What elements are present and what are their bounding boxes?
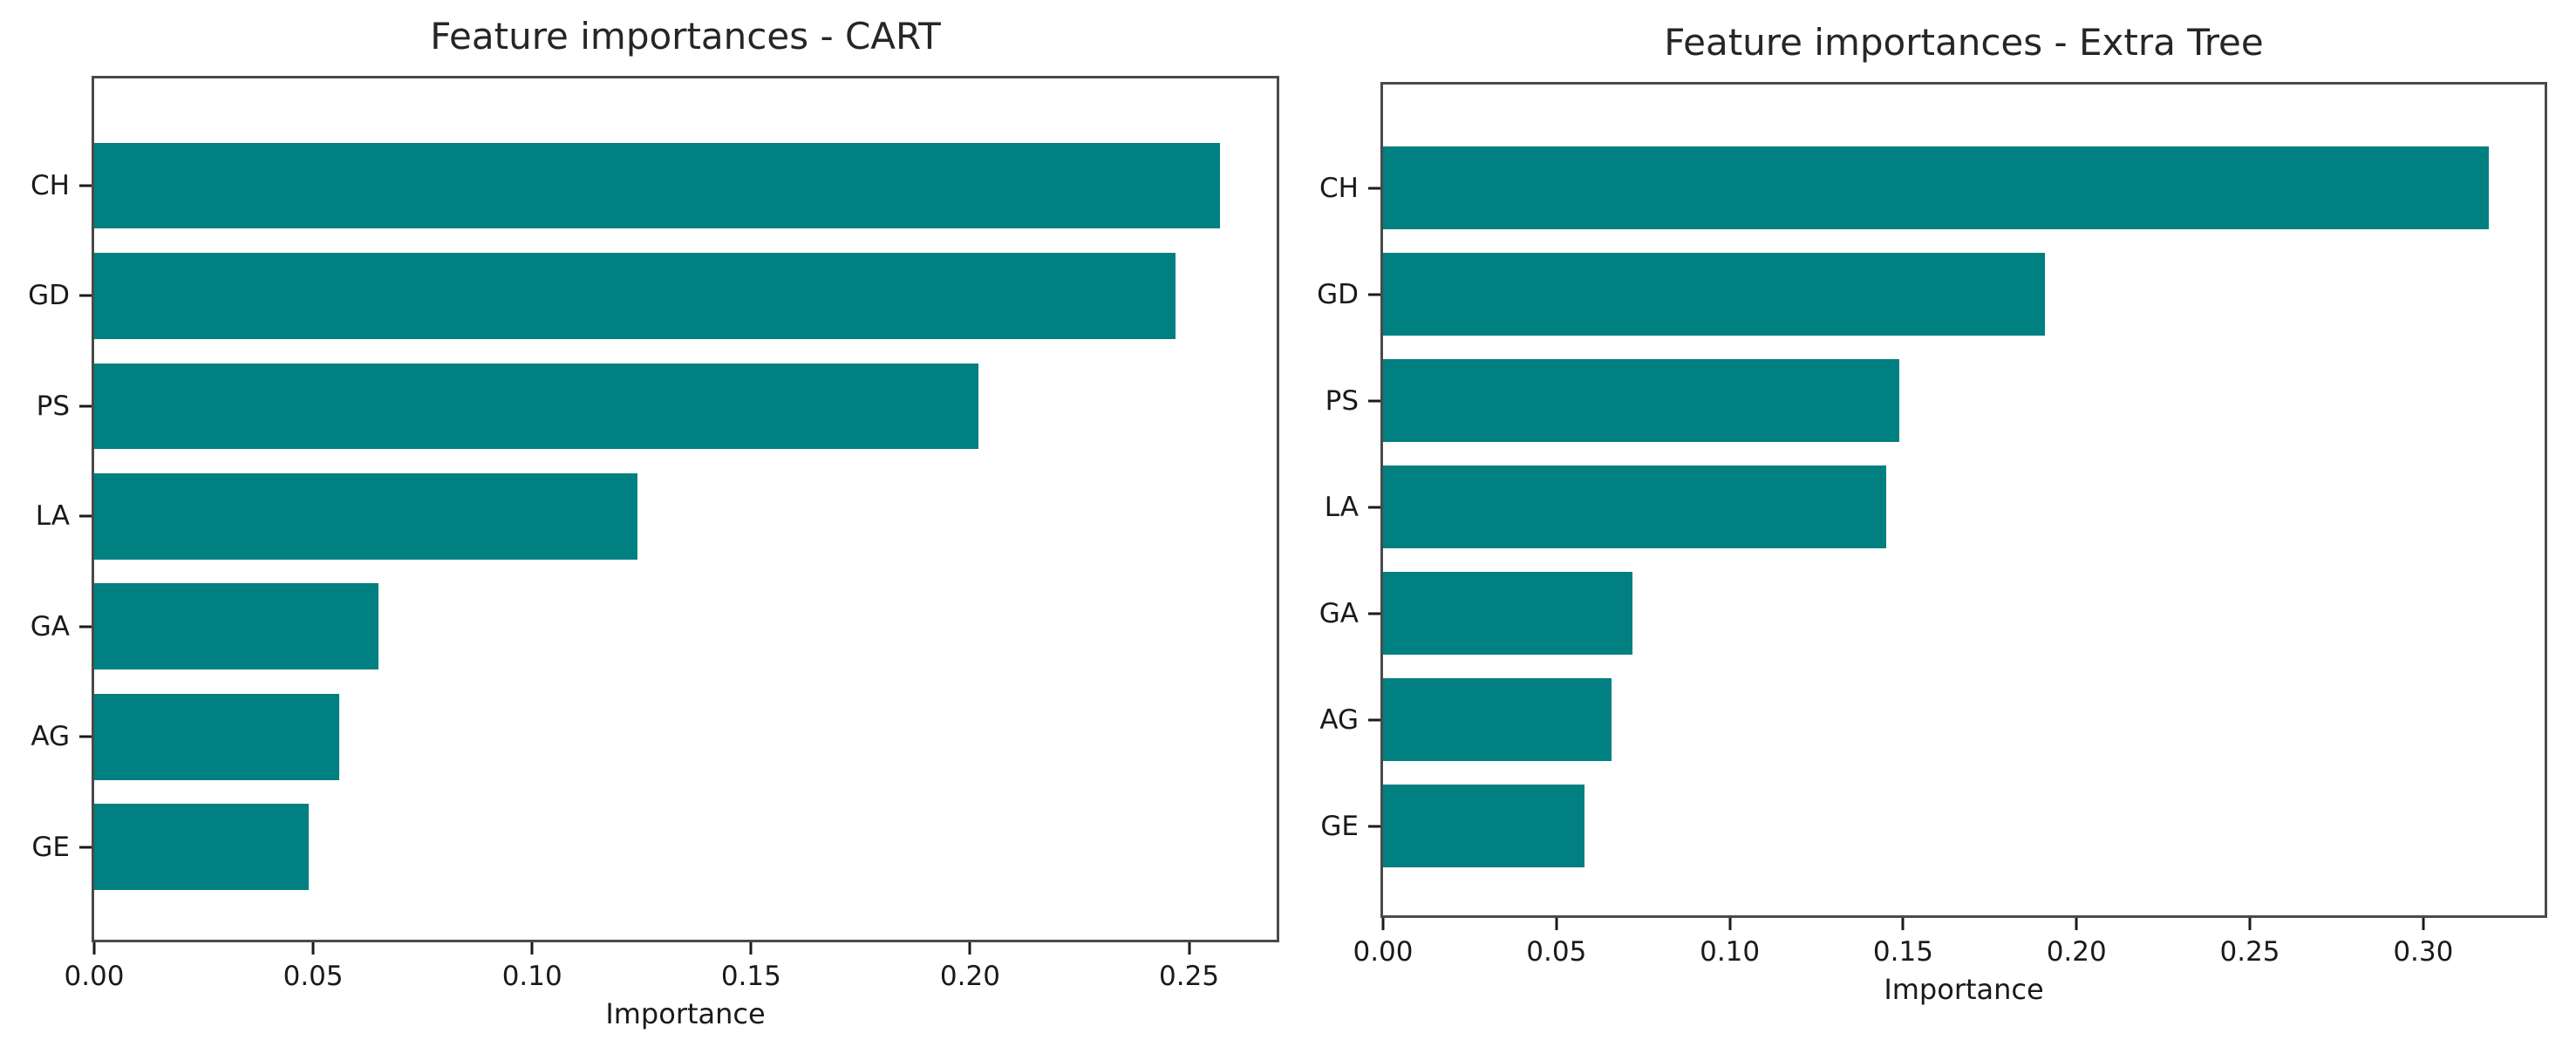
y-tick-mark: [79, 294, 92, 297]
chart-cart: Feature importances - CART Importance CH…: [28, 15, 1279, 1030]
x-tick-mark: [311, 942, 315, 955]
x-tick-mark: [1555, 918, 1558, 930]
x-tick-mark: [749, 942, 753, 955]
bar-ch: [94, 142, 1220, 229]
x-tick-mark: [530, 942, 534, 955]
bar-ag: [1383, 677, 1612, 762]
x-tick-label: 0.10: [501, 961, 562, 992]
y-tick-mark: [79, 735, 92, 738]
y-tick-mark: [1368, 825, 1380, 828]
x-tick-mark: [1901, 918, 1905, 930]
x-tick-label: 0.20: [939, 961, 1000, 992]
chart-extra-tree: Feature importances - Extra Tree Importa…: [1317, 21, 2547, 1006]
x-tick-mark: [968, 942, 971, 955]
y-tick-mark: [79, 625, 92, 629]
y-tick-label-la: LA: [35, 500, 70, 533]
bar-la: [1383, 465, 1886, 549]
x-axis-label-cart: Importance: [605, 997, 766, 1030]
y-tick-label-ch: CH: [31, 170, 70, 201]
y-tick-mark: [1368, 399, 1380, 403]
x-tick-label: 0.15: [720, 961, 781, 992]
y-tick-mark: [79, 514, 92, 518]
x-tick-mark: [2422, 918, 2425, 930]
bar-ge: [1383, 784, 1584, 868]
x-tick-label: 0.00: [1353, 936, 1414, 968]
y-tick-label-ge: GE: [31, 831, 70, 863]
y-tick-label-ps: PS: [36, 390, 70, 422]
x-tick-label: 0.20: [2046, 936, 2107, 968]
x-tick-mark: [1381, 918, 1385, 930]
y-tick-label-gd: GD: [28, 280, 70, 312]
x-tick-mark: [1728, 918, 1732, 930]
bar-ge: [94, 804, 310, 891]
y-tick-mark: [1368, 612, 1380, 615]
x-tick-label: 0.05: [1526, 936, 1587, 968]
bar-ch: [1383, 146, 2490, 230]
y-tick-mark: [79, 846, 92, 849]
y-tick-label-ag: AG: [1319, 703, 1359, 736]
y-tick-label-ga: GA: [30, 610, 70, 642]
bar-ps: [1383, 358, 1900, 443]
y-tick-mark: [1368, 187, 1380, 190]
chart-title-extra-tree: Feature importances - Extra Tree: [1664, 21, 2264, 64]
y-tick-mark: [79, 404, 92, 408]
bar-ag: [94, 693, 340, 780]
bar-ps: [94, 363, 979, 450]
bar-la: [94, 472, 637, 560]
x-axis-label-extra-tree: Importance: [1884, 973, 2044, 1006]
chart-title-cart: Feature importances - CART: [430, 15, 941, 58]
x-tick-label: 0.30: [2393, 936, 2454, 968]
y-tick-mark: [1368, 718, 1380, 722]
y-tick-mark: [1368, 293, 1380, 296]
y-tick-mark: [1368, 506, 1380, 509]
bar-gd: [94, 253, 1176, 339]
y-tick-label-ag: AG: [31, 721, 70, 753]
x-tick-label: 0.10: [1700, 936, 1761, 968]
y-tick-mark: [79, 184, 92, 187]
x-tick-label: 0.05: [283, 961, 344, 992]
x-tick-label: 0.25: [2219, 936, 2280, 968]
x-tick-mark: [92, 942, 96, 955]
y-tick-label-ps: PS: [1325, 384, 1359, 417]
y-tick-label-gd: GD: [1317, 278, 1359, 310]
x-tick-label: 0.00: [64, 961, 125, 992]
x-tick-label: 0.15: [1872, 936, 1933, 968]
x-tick-label: 0.25: [1159, 961, 1220, 992]
y-tick-label-ga: GA: [1319, 597, 1359, 629]
x-tick-mark: [1188, 942, 1191, 955]
bar-gd: [1383, 252, 2046, 336]
y-tick-label-la: LA: [1324, 491, 1359, 523]
bar-ga: [94, 583, 379, 670]
y-tick-label-ge: GE: [1320, 810, 1359, 842]
x-tick-mark: [2248, 918, 2252, 930]
x-tick-mark: [2075, 918, 2078, 930]
bar-ga: [1383, 571, 1633, 656]
y-tick-label-ch: CH: [1319, 172, 1359, 204]
